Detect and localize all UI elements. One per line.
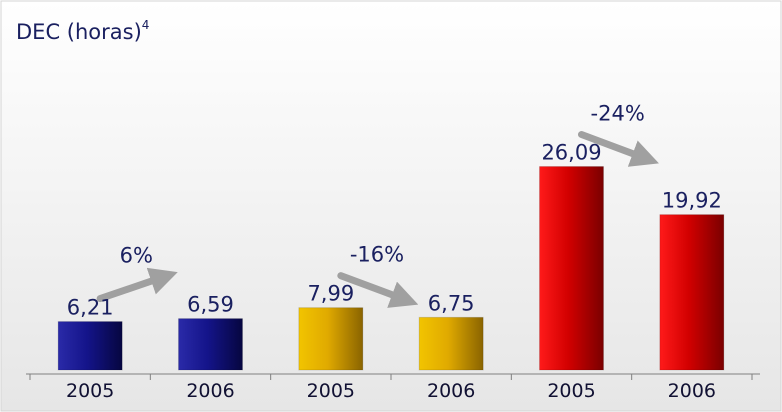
x-tick-label-1: 2005 — [66, 380, 114, 402]
value-label-4: 6,75 — [428, 291, 475, 315]
change-label-2: -16% — [350, 243, 404, 267]
bar-3 — [299, 308, 363, 370]
x-tick-label-4: 2006 — [427, 380, 475, 402]
x-tick-label-2: 2006 — [186, 380, 234, 402]
chart-title-superscript: 4 — [142, 18, 150, 32]
change-label-1: 6% — [120, 244, 153, 268]
x-tick-label-6: 2006 — [668, 380, 716, 402]
bar-4 — [419, 317, 483, 370]
chart-title-text: DEC (horas) — [16, 20, 142, 44]
value-label-5: 26,09 — [541, 140, 601, 164]
value-label-3: 7,99 — [307, 282, 354, 306]
chart-title: DEC (horas)4 — [16, 20, 149, 44]
value-label-1: 6,21 — [67, 296, 114, 320]
value-label-2: 6,59 — [187, 293, 234, 317]
bar-2 — [179, 319, 243, 370]
x-tick-label-5: 2005 — [547, 380, 595, 402]
bar-1 — [58, 322, 122, 370]
bar-5 — [540, 166, 604, 370]
bar-6 — [660, 215, 724, 370]
value-label-6: 19,92 — [662, 189, 722, 213]
x-tick-label-3: 2005 — [307, 380, 355, 402]
change-label-3: -24% — [591, 101, 645, 125]
